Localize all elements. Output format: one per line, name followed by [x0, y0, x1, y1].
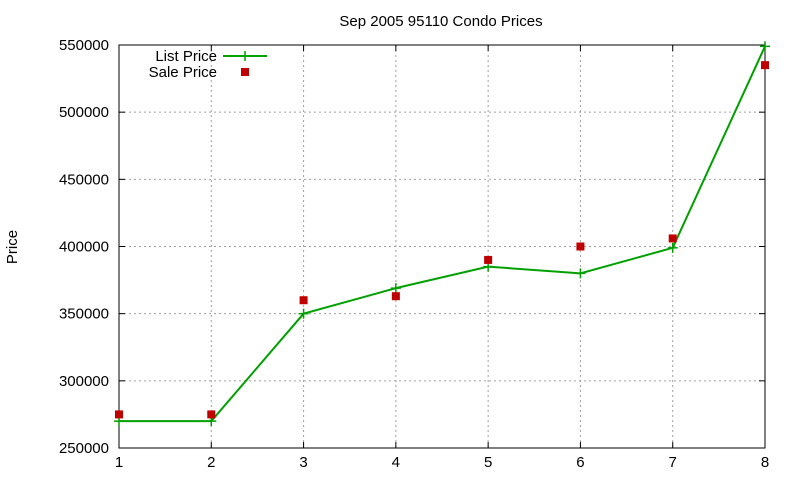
sale-price-point: [391, 292, 400, 301]
y-tick-label: 450000: [59, 171, 109, 188]
series-layer: [114, 41, 770, 427]
y-tick-label: 300000: [59, 373, 109, 390]
legend-label: Sale Price: [149, 64, 217, 81]
x-tick-label: 2: [207, 454, 215, 471]
sale-price-point: [668, 234, 677, 243]
y-tick-label: 250000: [59, 440, 109, 457]
x-tick-label: 3: [299, 454, 307, 471]
x-tick-label: 6: [576, 454, 584, 471]
sale-price-point: [299, 296, 308, 305]
grid-lines: [119, 45, 765, 448]
series-line-list-price: [119, 45, 766, 423]
chart-title: Sep 2005 95110 Condo Prices: [339, 13, 542, 30]
x-tick-label: 8: [761, 454, 769, 471]
list-price-point: [298, 308, 309, 319]
x-tick-label: 5: [484, 454, 492, 471]
legend-plus-sample: [240, 51, 250, 61]
sale-price-point: [207, 410, 216, 419]
y-axis-label: Price: [4, 230, 21, 264]
list-price-point: [667, 242, 678, 253]
sale-price-point: [484, 255, 493, 264]
y-tick-label: 400000: [59, 239, 109, 256]
list-price-point: [390, 283, 401, 294]
axis-ticks: 250000 300000 350000 400000 450000 500000 5500…: [59, 37, 769, 471]
x-tick-label: 4: [392, 454, 400, 471]
sale-price-point: [761, 61, 769, 70]
x-tick-label: 1: [115, 454, 123, 471]
y-tick-label: 500000: [59, 104, 109, 121]
x-tick-label: 7: [669, 454, 677, 471]
list-price-point: [575, 268, 586, 279]
legend-label: List Price: [155, 48, 217, 65]
list-price-point: [760, 41, 770, 52]
sale-price-point: [115, 410, 123, 419]
y-tick-label: 550000: [59, 37, 109, 54]
sale-price-point: [576, 242, 585, 251]
y-tick-label: 350000: [59, 306, 109, 323]
legend-square-sample: [241, 68, 249, 76]
